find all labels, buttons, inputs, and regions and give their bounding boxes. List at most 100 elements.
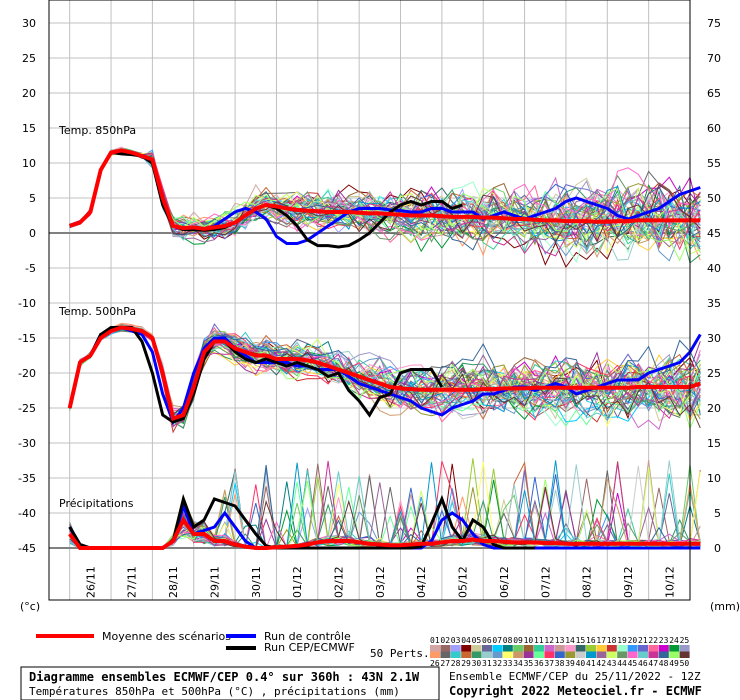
pert-number: 34 xyxy=(513,659,523,668)
ensemble-member-line xyxy=(69,151,701,257)
pert-swatch xyxy=(554,651,565,658)
x-tick-label: 02/12 xyxy=(332,566,345,598)
right-tick-label: 0 xyxy=(714,542,721,555)
x-tick-label: 07/12 xyxy=(539,566,552,598)
pert-swatch xyxy=(606,645,617,652)
pert-number: 33 xyxy=(503,659,513,668)
pert-number: 26 xyxy=(430,659,440,668)
pert-number: 48 xyxy=(659,659,669,668)
left-tick-label: 20 xyxy=(22,87,36,100)
pert-swatch xyxy=(565,651,576,658)
pert-swatch xyxy=(482,645,492,652)
right-tick-label: 20 xyxy=(707,402,721,415)
pert-number: 07 xyxy=(492,636,502,645)
pert-number: 05 xyxy=(472,636,482,645)
right-tick-label: 35 xyxy=(707,297,721,310)
right-tick-label: 40 xyxy=(707,262,721,275)
x-tick-label: 29/11 xyxy=(208,566,221,598)
pert-swatch xyxy=(513,651,524,658)
left-tick-label: -40 xyxy=(18,507,36,520)
pert-swatch xyxy=(430,651,440,658)
pert-number: 17 xyxy=(596,636,606,645)
pert-number: 20 xyxy=(628,636,638,645)
pert-swatch xyxy=(617,645,628,652)
left-tick-label: 5 xyxy=(29,192,36,205)
left-tick-label: 0 xyxy=(29,227,36,240)
left-tick-label: 30 xyxy=(22,17,36,30)
pert-swatch xyxy=(627,651,638,658)
pert-number: 19 xyxy=(617,636,627,645)
pert-swatch xyxy=(669,645,680,652)
ensemble-member-line xyxy=(69,151,701,244)
right-tick-label: 55 xyxy=(707,157,721,170)
pert-swatch xyxy=(492,651,503,658)
x-tick-label: 03/12 xyxy=(374,566,387,598)
info-box xyxy=(20,666,440,700)
pert-swatch xyxy=(450,651,461,658)
pert-swatch xyxy=(502,645,513,652)
temp500-mean-line xyxy=(67,325,701,422)
x-tick-label: 27/11 xyxy=(126,566,139,598)
pert-number: 38 xyxy=(555,659,565,668)
panel-label-500: Temp. 500hPa xyxy=(58,305,136,318)
left-tick-label: -15 xyxy=(18,332,36,345)
pert-swatch xyxy=(606,651,617,658)
left-tick-label: 25 xyxy=(22,52,36,65)
pert-number: 09 xyxy=(513,636,523,645)
pert-swatch xyxy=(440,645,451,652)
x-tick-label: 28/11 xyxy=(167,566,180,598)
right-axis-unit: (mm) xyxy=(710,600,740,613)
pert-number: 43 xyxy=(607,659,617,668)
pert-number: 15 xyxy=(576,636,586,645)
right-tick-label: 65 xyxy=(707,87,721,100)
pert-number: 03 xyxy=(451,636,461,645)
ensemble-member-line xyxy=(69,149,701,254)
main-series xyxy=(67,148,702,550)
pert-swatch xyxy=(658,645,669,652)
left-tick-label: -10 xyxy=(18,297,36,310)
pert-number: 47 xyxy=(648,659,658,668)
pert-swatch xyxy=(492,645,503,652)
right-tick-label: 60 xyxy=(707,122,721,135)
pert-swatch xyxy=(648,645,659,652)
pert-swatch xyxy=(658,651,669,658)
pert-number: 46 xyxy=(638,659,648,668)
pert-swatch xyxy=(471,645,482,652)
plot-frame xyxy=(48,0,691,601)
pert-swatch xyxy=(534,651,544,658)
pert-number: 16 xyxy=(586,636,596,645)
pert-number: 13 xyxy=(555,636,565,645)
pert-number: 24 xyxy=(669,636,679,645)
pert-swatch xyxy=(534,645,544,652)
pert-swatch xyxy=(554,645,565,652)
pert-number: 42 xyxy=(596,659,606,668)
chart-title: Diagramme ensembles ECMWF/CEP 0.4° sur 3… xyxy=(29,670,420,684)
pert-number: 36 xyxy=(534,659,544,668)
right-tick-label: 45 xyxy=(707,227,721,240)
precip-mean-line xyxy=(68,516,701,550)
x-tick-label: 08/12 xyxy=(581,566,594,598)
pert-swatch xyxy=(430,645,440,652)
pert-number: 25 xyxy=(680,636,690,645)
pert-swatch xyxy=(565,645,576,652)
pert-number: 39 xyxy=(565,659,575,668)
pert-number: 40 xyxy=(576,659,586,668)
pert-number: 31 xyxy=(482,659,492,668)
pert-swatch xyxy=(575,651,586,658)
right-tick-label: 5 xyxy=(714,507,721,520)
pert-number: 27 xyxy=(440,659,450,668)
temp850-mean-line xyxy=(69,148,701,231)
left-axis-unit: (°c) xyxy=(20,600,40,613)
left-tick-label: 10 xyxy=(22,157,36,170)
left-tick-label: -25 xyxy=(18,402,36,415)
pert-swatch xyxy=(461,645,472,652)
pert-number: 41 xyxy=(586,659,596,668)
x-tick-label: 01/12 xyxy=(291,566,304,598)
legend-cep-label: Run CEP/ECMWF xyxy=(264,641,355,654)
ensemble-run-info: Ensemble ECMWF/CEP du 25/11/2022 - 12Z xyxy=(449,670,701,683)
pert-swatch xyxy=(638,645,648,652)
pert-swatch xyxy=(544,645,555,652)
